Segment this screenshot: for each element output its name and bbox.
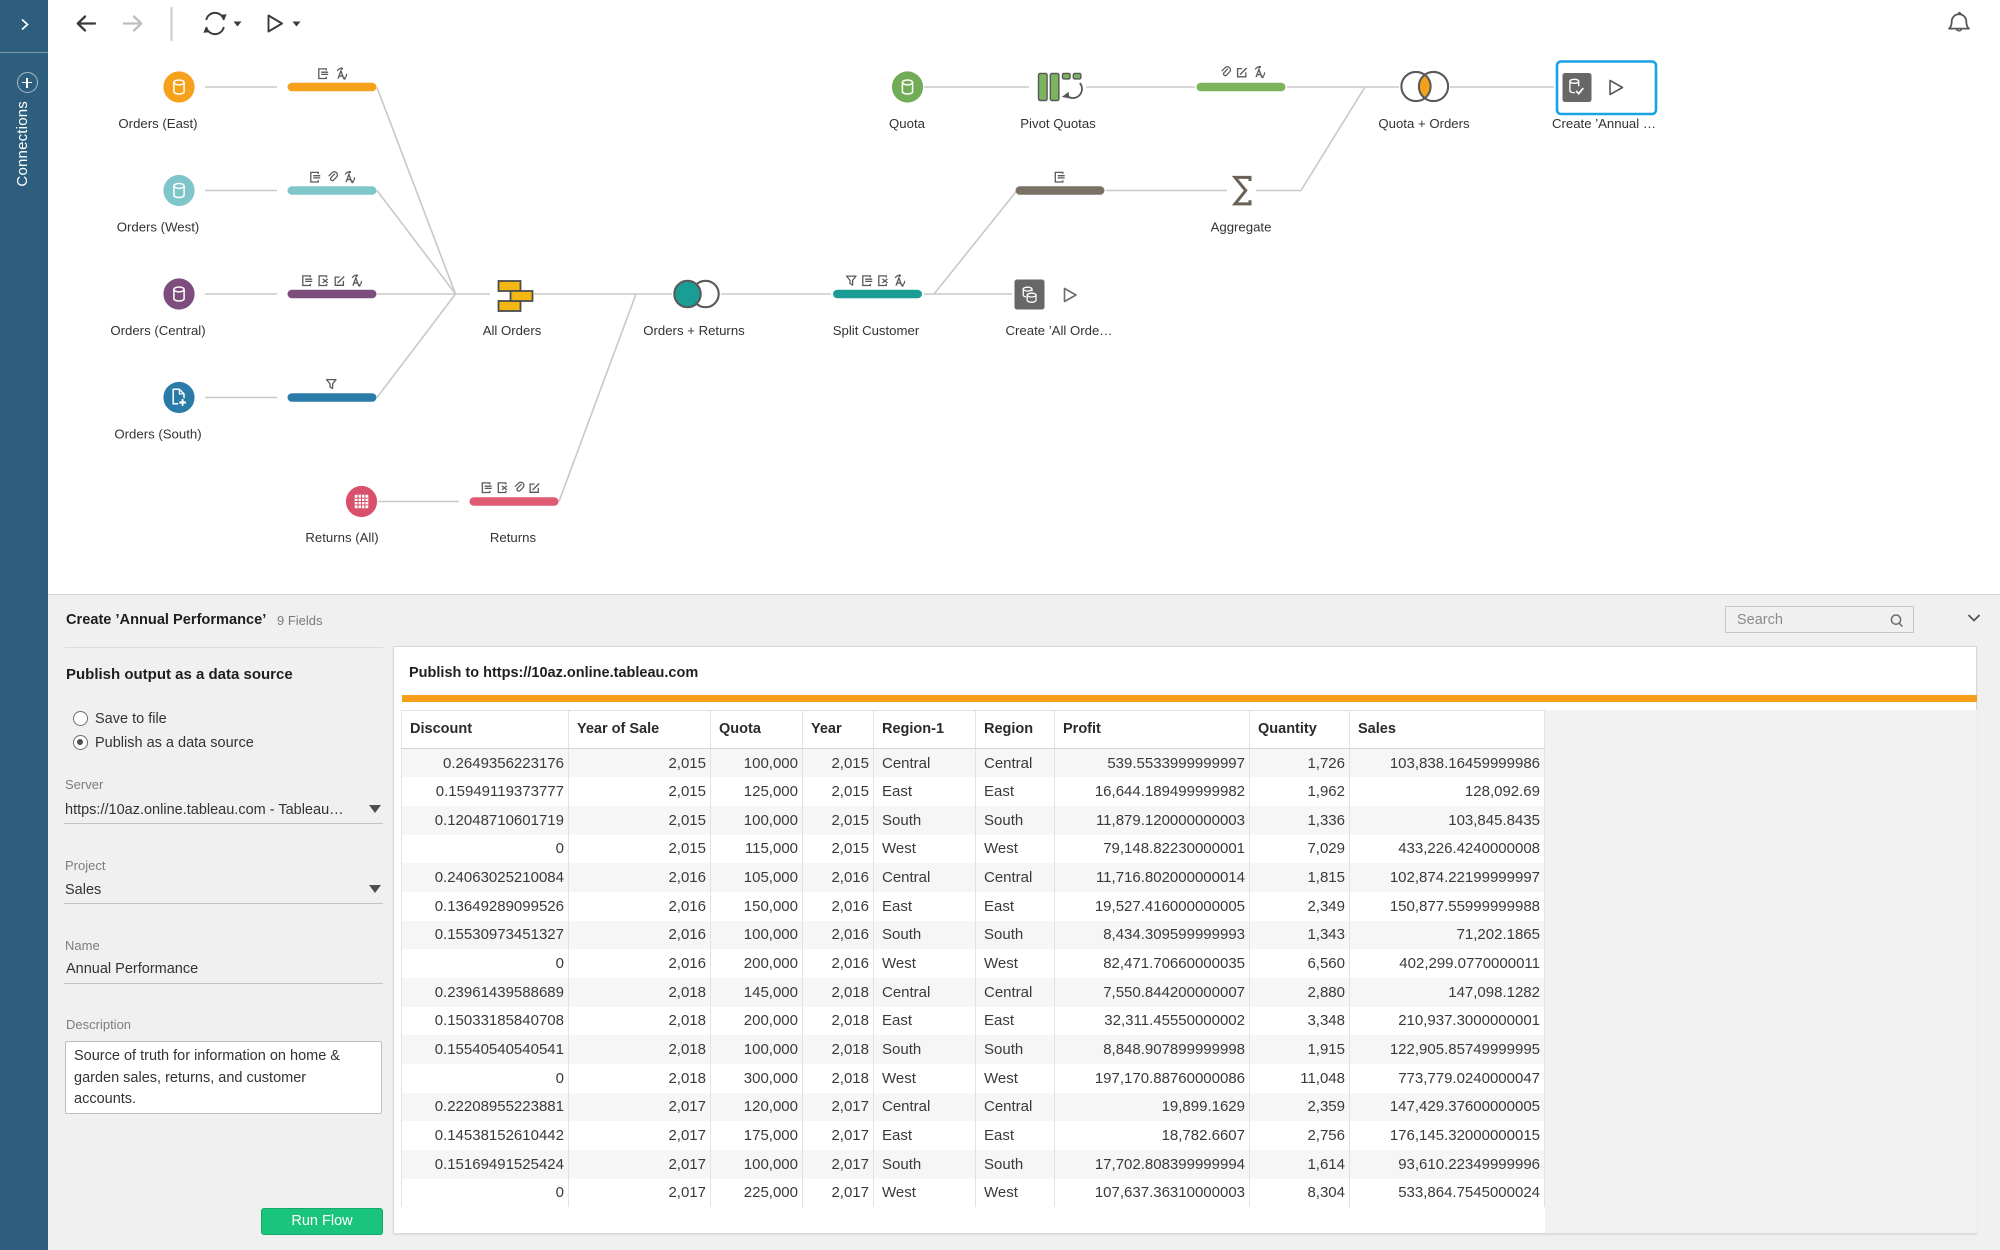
svg-text:Orders (South): Orders (South)	[114, 427, 201, 442]
svg-text:Quota + Orders: Quota + Orders	[1378, 116, 1470, 131]
svg-text:Orders (West): Orders (West)	[117, 220, 200, 235]
svg-text:Split Customer: Split Customer	[833, 323, 920, 338]
svg-text:Returns: Returns	[490, 530, 537, 545]
svg-text:Quota: Quota	[889, 116, 926, 131]
svg-text:All Orders: All Orders	[483, 323, 542, 338]
svg-text:Aggregate: Aggregate	[1211, 220, 1272, 235]
svg-text:Pivot Quotas: Pivot Quotas	[1020, 116, 1096, 131]
svg-text:Orders (Central): Orders (Central)	[110, 323, 205, 338]
svg-text:Create ’All Orde…: Create ’All Orde…	[1005, 323, 1112, 338]
svg-text:Orders (East): Orders (East)	[118, 116, 197, 131]
svg-text:Orders + Returns: Orders + Returns	[643, 323, 745, 338]
svg-text:Create ’Annual …: Create ’Annual …	[1552, 116, 1656, 131]
svg-text:Returns (All): Returns (All)	[305, 530, 378, 545]
